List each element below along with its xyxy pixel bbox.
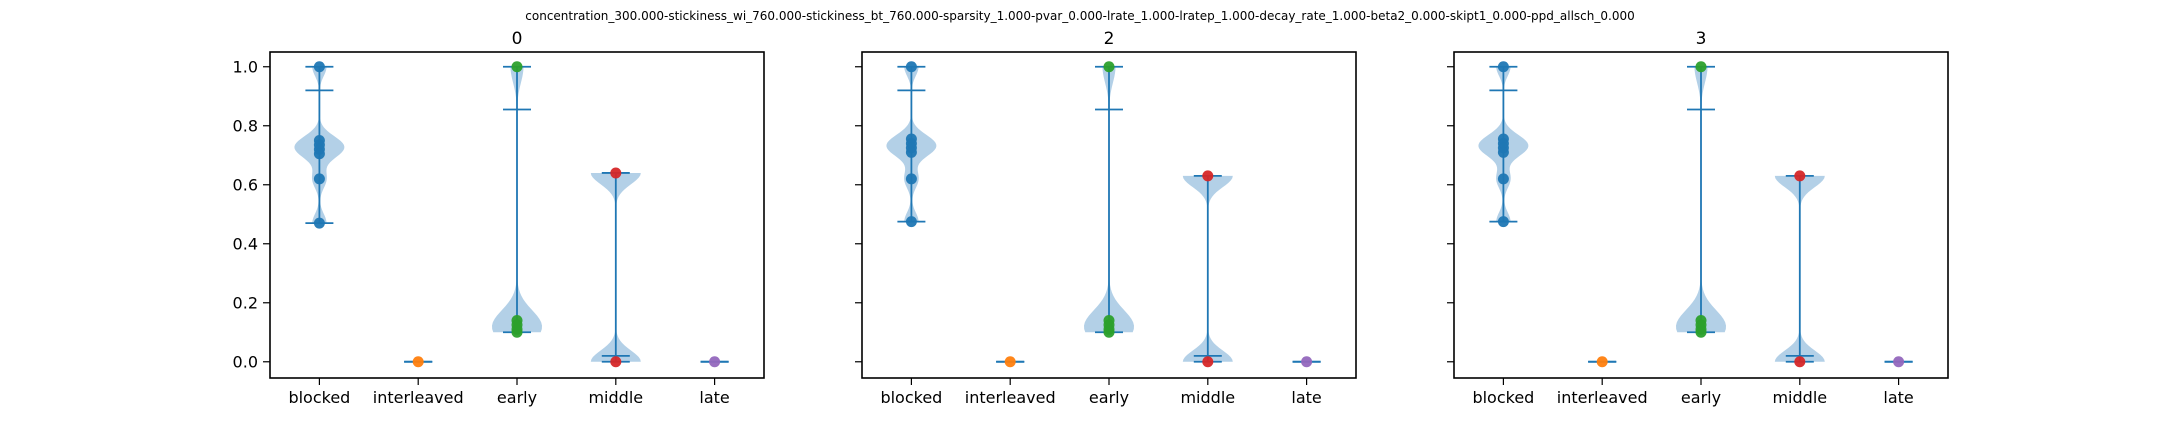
data-point [1695, 61, 1707, 73]
violin-early [492, 61, 542, 338]
data-point [905, 61, 917, 73]
data-point [1497, 173, 1509, 185]
x-tick-label: blocked [1472, 388, 1534, 407]
violin-late [700, 356, 729, 368]
data-point [905, 216, 917, 228]
panel-title: 3 [1696, 29, 1707, 49]
x-tick-label: blocked [880, 388, 942, 407]
violin-early [1676, 61, 1726, 338]
violin-middle [590, 167, 641, 368]
data-point [905, 146, 917, 158]
data-point [1794, 356, 1806, 368]
panel-title: 0 [512, 29, 523, 49]
data-point [412, 356, 424, 368]
violin-blocked [886, 61, 937, 228]
x-tick-label: interleaved [1557, 388, 1648, 407]
panel-title: 2 [1104, 29, 1115, 49]
y-tick-label: 0.0 [233, 352, 258, 371]
data-point [313, 173, 325, 185]
data-point [610, 356, 622, 368]
data-point [1202, 170, 1214, 182]
figure-suptitle: concentration_300.000-stickiness_wi_760.… [525, 9, 1634, 23]
x-tick-label: interleaved [965, 388, 1056, 407]
data-point [313, 61, 325, 73]
data-point [511, 326, 523, 338]
x-tick-label: interleaved [373, 388, 464, 407]
x-tick-label: middle [1772, 388, 1827, 407]
violin-interleaved [996, 356, 1025, 368]
violin-blocked [294, 61, 345, 229]
x-tick-label: early [497, 388, 537, 407]
violin-interleaved [404, 356, 433, 368]
data-point [313, 148, 325, 160]
violin-middle [1182, 170, 1233, 368]
violin-late [1884, 356, 1913, 368]
y-tick-label: 1.0 [233, 57, 258, 76]
axes-frame [269, 51, 765, 379]
x-tick-label: blocked [288, 388, 350, 407]
y-tick-label: 0.8 [233, 116, 258, 135]
violin-late [1292, 356, 1321, 368]
x-tick-label: late [1291, 388, 1321, 407]
y-tick-label: 0.2 [233, 293, 258, 312]
x-tick-label: middle [588, 388, 643, 407]
panel-2: 3 blocked interleaved early middle late [1447, 29, 1949, 407]
x-tick-label: early [1681, 388, 1721, 407]
x-tick-label: middle [1180, 388, 1235, 407]
axes-frame [1453, 51, 1949, 379]
data-point [1497, 61, 1509, 73]
x-tick-label: early [1089, 388, 1129, 407]
panel-1: 2 blocked interleaved early middle late [855, 29, 1357, 407]
violin-blocked [1478, 61, 1529, 228]
x-tick-label: late [1883, 388, 1913, 407]
data-point [610, 167, 622, 179]
data-point [1202, 356, 1214, 368]
data-point [1596, 356, 1608, 368]
y-tick-label: 0.4 [233, 234, 258, 253]
panels: 0 0.0 0.2 0.4 0.6 0.8 1.0 blocked interleaved ear… [233, 29, 1949, 407]
violin-early [1084, 61, 1134, 338]
data-point [1497, 216, 1509, 228]
x-tick-label: late [699, 388, 729, 407]
data-point [511, 61, 523, 73]
violin-interleaved [1588, 356, 1617, 368]
data-point [1103, 326, 1115, 338]
data-point [1103, 61, 1115, 73]
violin-middle [1774, 170, 1825, 368]
axes-frame [861, 51, 1357, 379]
data-point [1695, 326, 1707, 338]
data-point [313, 217, 325, 229]
data-point [1004, 356, 1016, 368]
data-point [709, 356, 721, 368]
data-point [905, 173, 917, 185]
panel-0: 0 0.0 0.2 0.4 0.6 0.8 1.0 blocked interleaved ear… [233, 29, 765, 407]
data-point [1497, 146, 1509, 158]
data-point [1893, 356, 1905, 368]
data-point [1301, 356, 1313, 368]
y-tick-label: 0.6 [233, 175, 258, 194]
data-point [1794, 170, 1806, 182]
